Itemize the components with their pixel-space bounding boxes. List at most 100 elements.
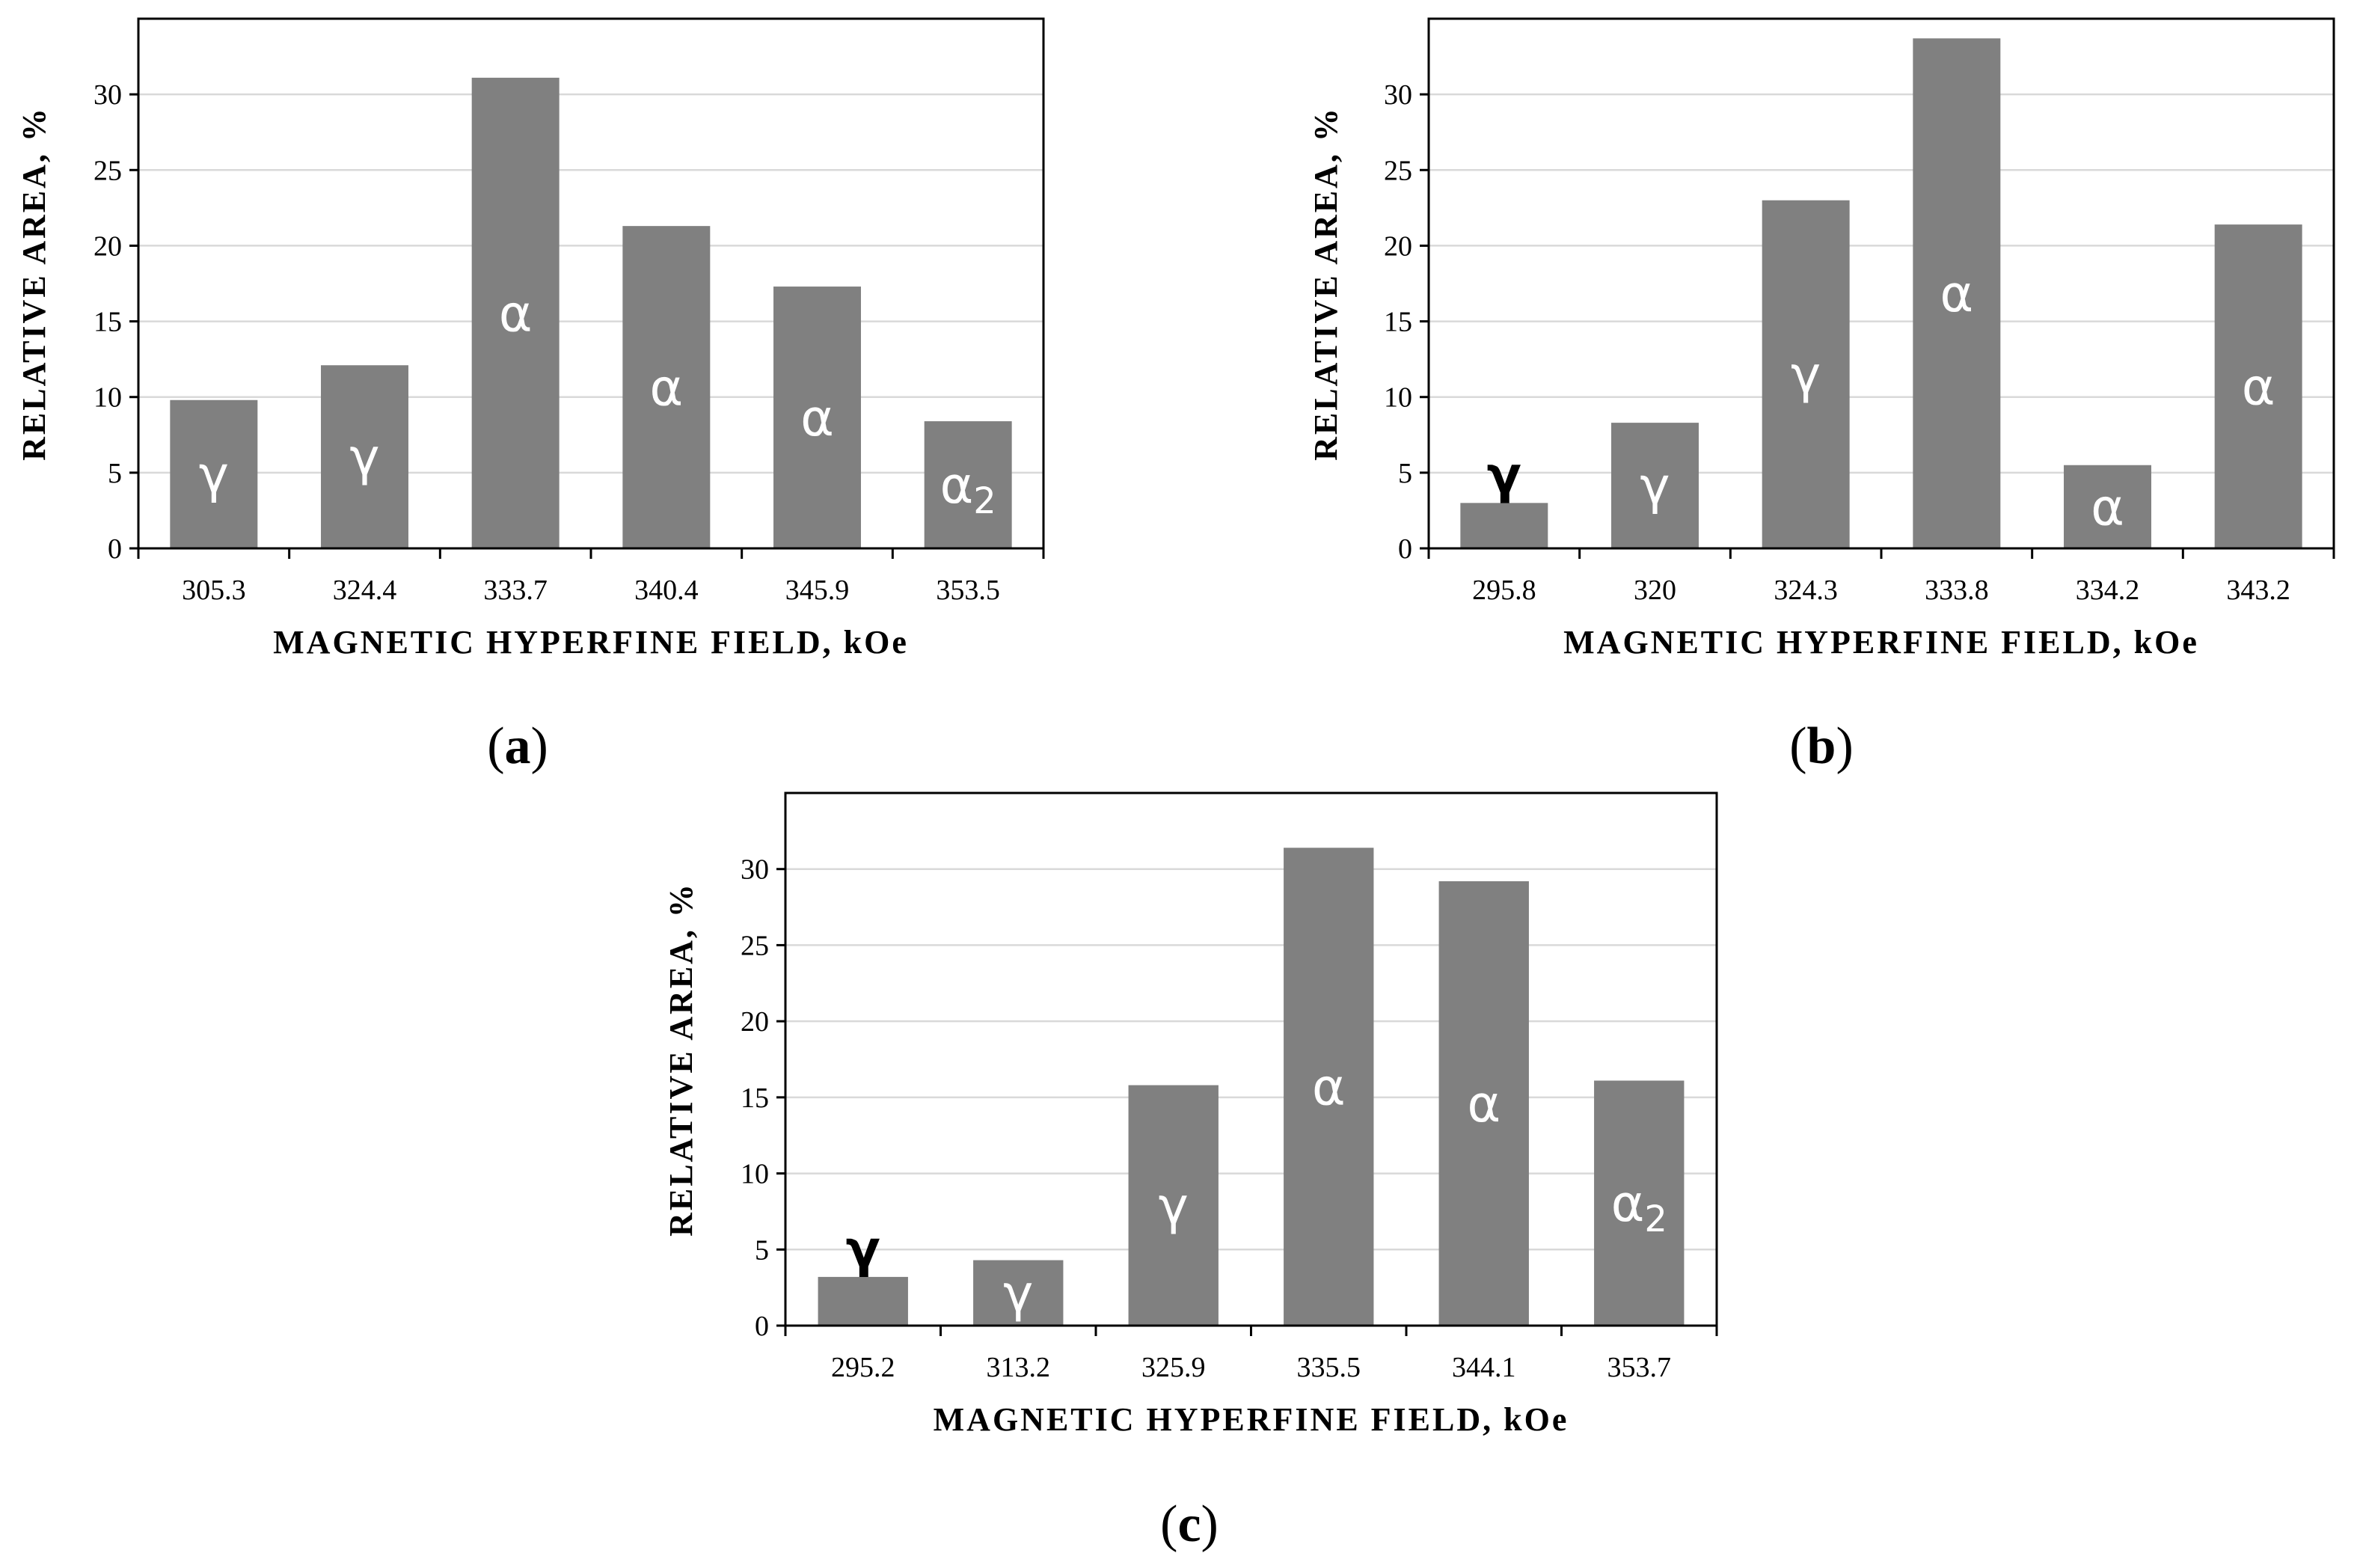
bar-344.1 (1438, 881, 1529, 1326)
bar-label-340.4: α (649, 359, 683, 418)
chart-c-xtick-labels: 295.2 313.2 325.9 335.5 344.1 353.7 (784, 1326, 1718, 1383)
bar-335.5 (1284, 848, 1374, 1326)
bar-label-295.8: γ (1487, 446, 1521, 505)
bar-353.7 (1594, 1080, 1685, 1326)
bar-305.3 (170, 399, 258, 548)
chart-a-x-axis-title: MAGNETIC HYPERFINE FIELD, kOe (273, 624, 909, 661)
chart-b-phase-labels: γ γ γ α α α (1487, 265, 2275, 537)
bar-label-353.5: α2 (940, 456, 996, 522)
bar-353.5 (924, 421, 1012, 548)
x-tick-label-333.8: 333.8 (1925, 575, 1989, 606)
bar-333.8 (1913, 38, 2001, 549)
x-tick-label-320: 320 (1634, 575, 1676, 606)
bar-334.2 (2064, 465, 2151, 548)
x-tick-label-325.9: 325.9 (1141, 1352, 1206, 1383)
x-tick-label-313.2: 313.2 (987, 1352, 1051, 1383)
chart-b-y-axis-title: RELATIVE AREA, % (1308, 106, 1344, 461)
y-tick-label-0: 0 (755, 1311, 769, 1342)
bar-295.2 (818, 1276, 908, 1326)
x-tick-label-343.2: 343.2 (2226, 575, 2290, 606)
x-tick-label-345.9: 345.9 (785, 575, 850, 606)
chart-b-xtick-labels: 295.8 320 324.3 333.8 334.2 343.2 (1427, 548, 2335, 606)
bar-label-344.1: α (1467, 1075, 1501, 1134)
bar-label-333.8: α (1940, 265, 1973, 324)
bar-label-324.3: γ (1791, 346, 1821, 405)
bar-label-335.5: α (1312, 1059, 1346, 1118)
chart-b-bars (1460, 38, 2302, 549)
bar-label-345.9: α (800, 389, 834, 448)
x-tick-label-295.2: 295.2 (831, 1352, 895, 1383)
chart-a-phase-labels: γ γ α α α α2 (199, 284, 996, 522)
x-tick-label-344.1: 344.1 (1452, 1352, 1516, 1383)
bar-340.4 (622, 226, 711, 548)
x-tick-label-324.3: 324.3 (1774, 575, 1838, 606)
chart-c-x-axis-title: MAGNETIC HYPERFINE FIELD, kOe (934, 1401, 1569, 1438)
chart-b-panel-label: (b) (1789, 717, 1854, 775)
x-tick-label-335.5: 335.5 (1297, 1352, 1361, 1383)
bar-label-353.7: α2 (1611, 1175, 1667, 1240)
chart-c-panel-label: (c) (1160, 1495, 1219, 1553)
bar-295.8 (1460, 503, 1548, 548)
x-tick-label-295.8: 295.8 (1472, 575, 1536, 606)
y-tick-label-20: 20 (94, 230, 122, 262)
chart-b-x-axis-title: MAGNETIC HYPERFINE FIELD, kOe (1563, 624, 2199, 661)
bar-label-320: γ (1640, 457, 1670, 516)
bar-label-324.4: γ (349, 429, 379, 488)
bar-label-313.2: γ (1003, 1264, 1033, 1323)
bar-324.3 (1762, 200, 1850, 548)
y-tick-label-25: 25 (94, 155, 122, 186)
y-tick-label-5: 5 (755, 1234, 769, 1266)
y-tick-label-15: 15 (1384, 307, 1412, 338)
y-tick-label-10: 10 (741, 1159, 769, 1190)
chart-b-grid (1429, 93, 2334, 474)
bar-label-325.9: γ (1159, 1177, 1189, 1236)
y-tick-label-20: 20 (741, 1006, 769, 1038)
bar-label-343.2: α (2242, 358, 2275, 417)
y-tick-label-0: 0 (108, 533, 122, 565)
y-tick-label-15: 15 (94, 307, 122, 338)
chart-c: 0 5 10 15 20 25 30 295.2 313.2 325.9 335.5 344.1 35… (663, 791, 1718, 1553)
chart-a: 0 5 10 15 20 25 30 305.3 324.4 333.7 340.4 345.9 35… (16, 17, 1045, 775)
y-tick-label-5: 5 (1398, 458, 1412, 489)
y-tick-label-10: 10 (1384, 382, 1412, 414)
x-tick-label-324.4: 324.4 (333, 575, 397, 606)
y-tick-label-30: 30 (1384, 79, 1412, 111)
bar-label-305.3: γ (199, 446, 229, 505)
y-tick-label-15: 15 (741, 1082, 769, 1114)
bar-343.2 (2214, 224, 2302, 548)
chart-c-bars (818, 848, 1685, 1326)
bar-325.9 (1128, 1085, 1219, 1326)
chart-b-ytick-labels: 0 5 10 15 20 25 30 (1384, 79, 1429, 565)
y-tick-label-25: 25 (741, 930, 769, 961)
chart-a-ytick-labels: 0 5 10 15 20 25 30 (94, 79, 138, 565)
chart-b: 0 5 10 15 20 25 30 295.8 320 324.3 333.8 334.2 343.… (1308, 17, 2335, 775)
bar-label-334.2: α (2091, 478, 2124, 537)
chart-a-bars (170, 77, 1012, 549)
bar-333.7 (471, 77, 560, 549)
y-tick-label-30: 30 (741, 854, 769, 886)
x-tick-label-353.7: 353.7 (1607, 1352, 1672, 1383)
x-tick-label-353.5: 353.5 (936, 575, 1000, 606)
y-tick-label-25: 25 (1384, 155, 1412, 186)
chart-c-plot-frame (784, 791, 1718, 1327)
x-tick-label-305.3: 305.3 (182, 575, 246, 606)
x-tick-label-333.7: 333.7 (483, 575, 548, 606)
y-tick-label-0: 0 (1398, 533, 1412, 565)
y-tick-label-10: 10 (94, 382, 122, 414)
chart-c-phase-labels: γ γ γ α α α2 (846, 1059, 1667, 1324)
chart-a-y-axis-title: RELATIVE AREA, % (16, 106, 52, 461)
y-tick-label-30: 30 (94, 79, 122, 111)
chart-c-grid (785, 868, 1717, 1251)
chart-a-plot-frame (137, 17, 1045, 550)
bar-label-333.7: α (499, 284, 533, 343)
chart-a-panel-label: (a) (487, 717, 548, 775)
x-tick-label-334.2: 334.2 (2076, 575, 2140, 606)
bar-label-295.2: γ (846, 1220, 880, 1279)
chart-b-plot-frame (1427, 17, 2335, 550)
y-tick-label-20: 20 (1384, 230, 1412, 262)
chart-a-xtick-labels: 305.3 324.4 333.7 340.4 345.9 353.5 (137, 548, 1045, 606)
chart-c-y-axis-title: RELATIVE AREA, % (663, 882, 699, 1237)
bar-345.9 (773, 287, 861, 548)
